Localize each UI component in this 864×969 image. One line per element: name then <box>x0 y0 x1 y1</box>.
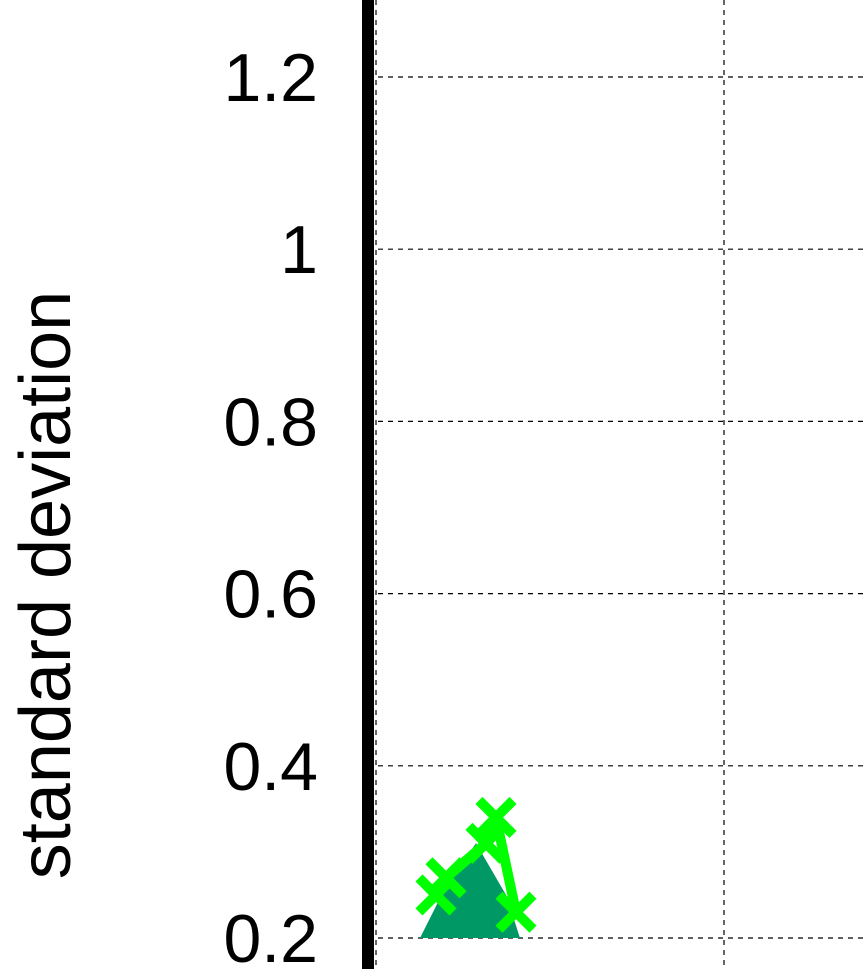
y-tick-label: 1.2 <box>223 40 318 116</box>
y-tick-label: 0.8 <box>223 384 318 460</box>
y-tick-label: 0.4 <box>223 729 318 805</box>
y-tick-label: 1 <box>280 212 318 288</box>
y-tick-label: 0.2 <box>223 901 318 969</box>
scatter-markers <box>415 796 537 933</box>
filled-region <box>420 843 520 938</box>
x-marker <box>425 857 467 899</box>
x-marker <box>475 796 517 838</box>
y-tick-labels: 0.2 0.4 0.6 0.8 1 1.2 <box>223 40 318 969</box>
x-marker <box>465 822 507 864</box>
y-tick-label: 0.6 <box>223 557 318 633</box>
filled-region-layer <box>420 843 520 938</box>
x-marker <box>495 891 537 933</box>
grid-lines <box>368 0 864 969</box>
y-axis-label: standard deviation <box>6 291 86 879</box>
